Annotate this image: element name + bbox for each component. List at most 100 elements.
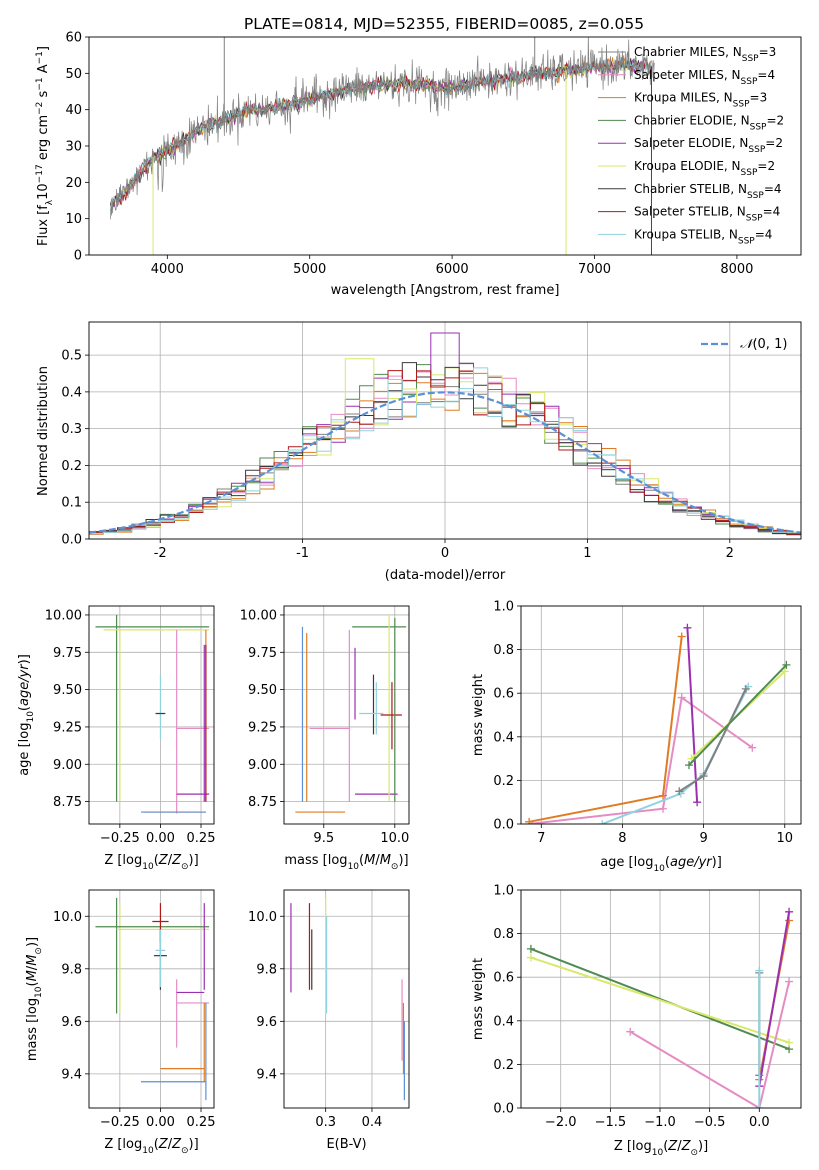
weight-marker: [526, 944, 535, 953]
x-tick-label: -2: [154, 546, 167, 561]
weight-marker: [598, 820, 607, 824]
legend-label: Salpeter ELODIE, NSSP=2: [634, 136, 783, 155]
y-tick-label: 20: [65, 176, 82, 191]
y-tick-label: 60: [65, 31, 82, 46]
weight-marker: [685, 761, 693, 770]
y-tick-label: 0.4: [493, 1014, 514, 1029]
x-tick-label: 9.5: [313, 831, 334, 846]
y-tick-label: 9.6: [61, 1015, 82, 1030]
axes-frame: [88, 889, 215, 1109]
weight-series-line: [629, 981, 791, 1108]
x-tick-label: 0.00: [146, 1115, 175, 1130]
x-tick-label: −1.5: [595, 1115, 627, 1130]
y-tick-label: 0.4: [493, 730, 514, 745]
y-tick-label: 8.75: [248, 795, 277, 810]
y-tick-label: 10.00: [45, 608, 82, 623]
y-axis-label: Flux [fλ10−17 erg cm−2 s−1 A−1]: [35, 46, 55, 246]
x-tick-label: 0.25: [187, 1115, 216, 1130]
x-tick-label: −0.25: [100, 1115, 140, 1130]
y-tick-label: 9.4: [61, 1067, 82, 1082]
y-tick-label: 0.6: [493, 971, 514, 986]
weight-marker: [741, 684, 750, 693]
axes-frame: [283, 889, 410, 1109]
x-axis-label: mass [log10(M/M⊙)]: [284, 853, 408, 872]
y-tick-label: 0.2: [493, 774, 514, 789]
weight-series-line: [758, 911, 791, 1087]
weight-series-line: [686, 627, 699, 803]
weight-marker: [659, 791, 668, 800]
y-tick-label: 9.4: [256, 1067, 277, 1082]
legend-label: Salpeter STELIB, NSSP=4: [634, 205, 780, 224]
y-tick-label: 9.6: [256, 1015, 277, 1030]
y-tick-label: 0.8: [493, 927, 514, 942]
y-tick-label: 9.8: [256, 962, 277, 977]
y-tick-label: 0.2: [61, 459, 82, 474]
y-axis-label: age [log10(age/yr)]: [17, 654, 36, 776]
y-tick-label: 9.25: [53, 720, 82, 735]
weight-marker: [785, 907, 794, 916]
x-tick-label: -1: [296, 546, 309, 561]
x-tick-label: 4000: [151, 262, 184, 277]
axes-frame: [88, 36, 802, 256]
weight-vs-metallicity-panel: −2.0 −1.5 −1.0 −0.5 0.0 0.0 0.2 0.4 0.6 0.8 1.0 Z […: [471, 884, 802, 1158]
weight-marker: [748, 743, 757, 752]
x-tick-label: −2.0: [545, 1115, 577, 1130]
x-tick-label: 8: [618, 831, 626, 846]
weight-series-line: [528, 636, 683, 823]
y-tick-label: 0.5: [61, 349, 82, 364]
y-tick-label: 0.2: [493, 1058, 514, 1073]
y-tick-label: 9.00: [53, 758, 82, 773]
x-axis-label: (data-model)/error: [385, 568, 506, 583]
y-tick-label: 0.4: [61, 385, 82, 400]
x-tick-label: −0.25: [100, 831, 140, 846]
age-vs-metallicity-panel: −0.25 0.00 0.25 8.75 9.00 9.25 9.50 9.75 10.00 Z …: [17, 605, 215, 872]
residuals-panel: -2 -1 0 1 2 0.0 0.1 0.2 0.3 0.4 0.5 𝒩(0, 1) (data-mo…: [36, 321, 802, 583]
legend-label: Chabrier STELIB, NSSP=4: [634, 182, 782, 201]
x-tick-label: 5000: [293, 262, 326, 277]
axes-frame: [88, 321, 802, 540]
weight-marker: [675, 787, 684, 796]
weight-marker: [683, 623, 692, 632]
y-tick-label: 30: [65, 140, 82, 155]
x-tick-label: 0.3: [315, 1115, 336, 1130]
x-tick-label: 0.4: [362, 1115, 383, 1130]
y-tick-label: 0.0: [493, 1102, 514, 1117]
x-tick-label: 0.00: [146, 831, 175, 846]
x-tick-label: 2: [726, 546, 734, 561]
x-tick-label: 0.0: [749, 1115, 770, 1130]
figure-title: PLATE=0814, MJD=52355, FIBERID=0085, z=0…: [244, 15, 644, 33]
legend-label: Chabrier ELODIE, NSSP=2: [634, 113, 784, 132]
y-axis-label: mass weight: [471, 674, 486, 756]
axes-frame: [88, 605, 215, 825]
y-tick-label: 1.0: [493, 884, 514, 899]
y-tick-label: 10: [65, 212, 82, 227]
y-tick-label: 50: [65, 67, 82, 82]
x-tick-label: −1.0: [644, 1115, 676, 1130]
y-tick-label: 8.75: [53, 795, 82, 810]
x-axis-label: Z [log10(Z/Z⊙)]: [104, 853, 198, 872]
y-axis-label: mass [log10(M/M⊙)]: [25, 937, 44, 1061]
y-tick-label: 9.75: [53, 646, 82, 661]
axes-frame: [520, 889, 802, 1109]
weight-marker: [755, 966, 764, 975]
residual-histogram: [89, 332, 801, 535]
weight-marker: [626, 1027, 635, 1036]
y-tick-label: 0: [74, 249, 82, 264]
y-tick-label: 0.1: [61, 496, 82, 511]
x-axis-label: Z [log10(Z/Z⊙)]: [104, 1137, 198, 1156]
weight-vs-age-panel: 7 8 9 10 0.0 0.2 0.4 0.6 0.8 1.0 age [log10(age/yr…: [471, 600, 802, 874]
observed-spectrum-line: [110, 37, 655, 220]
x-tick-label: 10: [776, 831, 793, 846]
legend-label: Kroupa ELODIE, NSSP=2: [634, 159, 775, 178]
x-tick-label: 7: [537, 831, 545, 846]
x-tick-label: 9: [699, 831, 707, 846]
y-tick-label: 10.0: [248, 910, 277, 925]
y-tick-label: 9.25: [248, 720, 277, 735]
y-tick-label: 0.0: [493, 818, 514, 833]
y-tick-label: 9.8: [61, 962, 82, 977]
weight-marker: [525, 817, 534, 824]
y-tick-label: 9.75: [248, 646, 277, 661]
x-tick-label: 6000: [436, 262, 469, 277]
y-tick-label: 0.6: [493, 687, 514, 702]
